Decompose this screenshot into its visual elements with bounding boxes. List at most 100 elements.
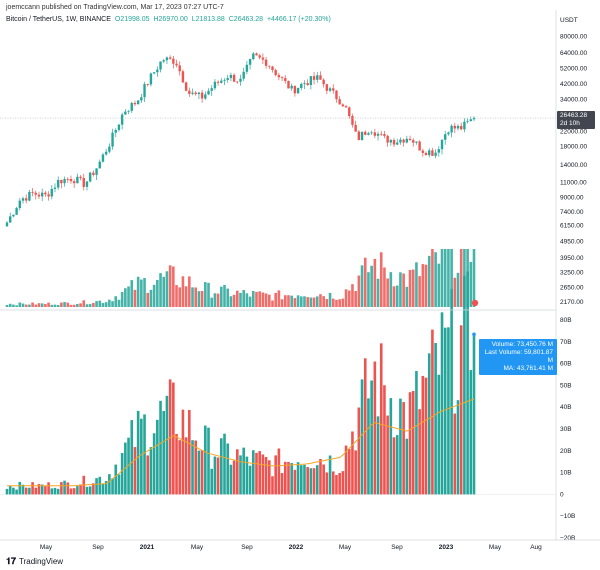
price-pane-volume-bar bbox=[146, 292, 150, 307]
candle-body bbox=[12, 214, 15, 217]
candle-body bbox=[274, 69, 277, 76]
candle-body bbox=[354, 124, 357, 132]
price-pane-volume-bar bbox=[434, 252, 437, 307]
time-tick-label: Sep bbox=[92, 544, 104, 551]
volume-bar bbox=[98, 476, 102, 495]
candle-body bbox=[204, 94, 207, 99]
candle-body bbox=[194, 92, 197, 95]
candle-body bbox=[428, 150, 431, 156]
volume-bar bbox=[363, 358, 367, 495]
volume-bar bbox=[172, 382, 175, 495]
volume-bar bbox=[242, 447, 245, 495]
price-pane-volume-bar bbox=[15, 305, 18, 307]
candle-body bbox=[264, 59, 268, 66]
price-pane-volume-bar bbox=[427, 255, 431, 307]
candle-body bbox=[239, 78, 242, 82]
candle-body bbox=[152, 72, 156, 74]
price-pane-volume-bar bbox=[159, 273, 162, 307]
time-tick-label: May bbox=[40, 544, 53, 551]
candle-body bbox=[117, 124, 121, 131]
volume-bar bbox=[469, 370, 473, 495]
price-pane-volume-bar bbox=[56, 304, 60, 307]
volume-bar bbox=[111, 478, 114, 495]
candle-body bbox=[319, 75, 322, 80]
price-pane-volume-bar bbox=[271, 300, 274, 307]
volume-bar bbox=[136, 410, 140, 495]
volume-bar bbox=[395, 435, 399, 495]
candle-body bbox=[300, 83, 303, 88]
candle-body bbox=[146, 84, 149, 85]
volume-bar bbox=[47, 482, 50, 495]
price-pane-volume-bar bbox=[367, 272, 370, 307]
candle-body bbox=[120, 114, 124, 125]
candle-body bbox=[220, 80, 223, 83]
price-pane-volume-bar bbox=[370, 265, 373, 307]
price-pane-volume-bar bbox=[267, 294, 271, 307]
volume-bar bbox=[21, 484, 25, 495]
price-axis-unit: USDT bbox=[560, 17, 578, 24]
candle-body bbox=[95, 168, 98, 175]
volume-bar bbox=[421, 375, 425, 495]
candle-body bbox=[469, 119, 473, 122]
price-tick-label: 3250.00 bbox=[560, 269, 584, 276]
candle-body bbox=[309, 76, 313, 86]
volume-bar bbox=[216, 457, 220, 495]
candle-body bbox=[21, 198, 25, 201]
price-pane-volume-bar bbox=[50, 304, 54, 307]
time-tick-label: Aug bbox=[530, 544, 542, 551]
tooltip-volume: Volume: 73,450.76 M bbox=[491, 341, 553, 348]
volume-bar bbox=[24, 487, 28, 495]
candle-body bbox=[322, 79, 325, 85]
price-pane-volume-bar bbox=[37, 303, 41, 307]
volume-bar bbox=[146, 455, 150, 495]
volume-bar bbox=[168, 379, 172, 495]
volume-bar bbox=[402, 402, 405, 495]
volume-bar bbox=[245, 456, 249, 495]
price-pane-volume-bar bbox=[47, 302, 50, 307]
candle-body bbox=[79, 176, 82, 178]
volume-bar bbox=[44, 486, 47, 495]
volume-bar bbox=[213, 456, 217, 495]
price-tick-label: 9000.00 bbox=[560, 194, 584, 201]
price-pane-volume-bar bbox=[421, 264, 425, 307]
candle-body bbox=[389, 140, 393, 143]
volume-bar bbox=[152, 433, 156, 495]
tradingview-logo[interactable]: 𝟏𝟕 TradingView bbox=[6, 556, 63, 567]
candle-body bbox=[344, 106, 348, 108]
volume-bar bbox=[34, 487, 38, 495]
candle-body bbox=[434, 152, 437, 156]
price-pane-volume-bar bbox=[178, 287, 182, 307]
volume-bar bbox=[335, 475, 338, 495]
volume-bar bbox=[232, 460, 236, 495]
candle-body bbox=[69, 178, 73, 182]
tooltip-last-volume: Last Volume: 59,801.87 M bbox=[484, 349, 553, 364]
candle-body bbox=[325, 84, 329, 91]
volume-bar bbox=[261, 454, 265, 495]
price-pane-volume-bar bbox=[213, 293, 217, 307]
price-pane-volume-bar bbox=[79, 303, 82, 307]
price-tick-label: 18000.00 bbox=[560, 143, 587, 150]
candle-body bbox=[15, 208, 18, 215]
volume-bar bbox=[255, 452, 258, 495]
price-pane-volume-bar bbox=[184, 286, 188, 307]
volume-tick-label: 10B bbox=[560, 470, 572, 477]
candle-body bbox=[386, 135, 389, 143]
candle-body bbox=[380, 133, 383, 135]
price-pane-volume-bar bbox=[386, 278, 389, 307]
candle-body bbox=[200, 92, 204, 99]
volume-bar bbox=[60, 482, 63, 495]
candle-body bbox=[181, 71, 185, 83]
volume-bar bbox=[303, 464, 306, 495]
volume-bar bbox=[415, 371, 418, 495]
price-pane-volume-bar bbox=[140, 279, 143, 307]
volume-bar bbox=[290, 463, 293, 495]
symbol-title[interactable]: Bitcoin / TetherUS, 1W, BINANCE bbox=[6, 16, 111, 23]
volume-tick-label: −20B bbox=[560, 535, 575, 542]
candle-body bbox=[472, 118, 476, 120]
volume-bar bbox=[456, 400, 460, 495]
candle-body bbox=[316, 75, 319, 80]
candle-body bbox=[34, 192, 37, 195]
time-tick-label: May bbox=[489, 544, 502, 551]
time-axis: May Sep 2021 May Sep 2022 May Sep 2023 May Aug bbox=[40, 544, 542, 551]
price-pane-volume-bar bbox=[261, 292, 265, 307]
